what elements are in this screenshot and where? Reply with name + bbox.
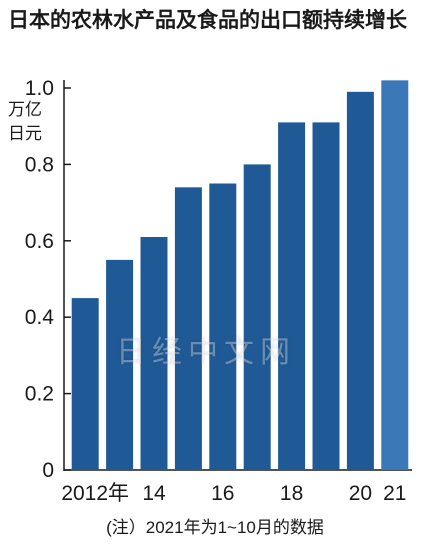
y-tick-label: 1.0 [25,77,54,100]
x-tick-label: 2012年 [61,482,129,505]
y-tick-label: 0.2 [25,383,54,406]
footnote: (注）2021年为1~10月的数据 [106,518,324,537]
bar-2012 [71,298,99,470]
x-tick-label: 18 [280,482,303,505]
y-tick-label: 0.8 [25,153,54,176]
x-tick-label: 20 [349,482,372,505]
x-tick-label: 14 [142,482,166,505]
bar-2013 [106,259,134,470]
y-tick-label: 0.6 [25,230,54,253]
bar-2018 [278,122,306,470]
x-tick-label: 21 [383,482,406,505]
y-axis-unit-line2: 日元 [8,124,42,144]
bar-2014 [140,236,168,470]
y-axis-unit-line1: 万亿 [8,100,42,120]
y-axis-unit: 万亿 日元 [8,98,54,146]
bar-2017 [243,164,271,470]
y-tick-label: 0 [42,459,54,482]
bar-2016 [209,183,237,470]
bar-2019 [312,122,340,470]
x-tick-label: 16 [211,482,234,505]
bar-2020 [346,91,374,470]
bar-2021 [381,80,409,471]
y-tick-label: 0.4 [25,306,55,329]
bar-2015 [174,187,202,470]
chart-title: 日本的农林水产品及食品的出口额持续增长 [8,8,407,32]
